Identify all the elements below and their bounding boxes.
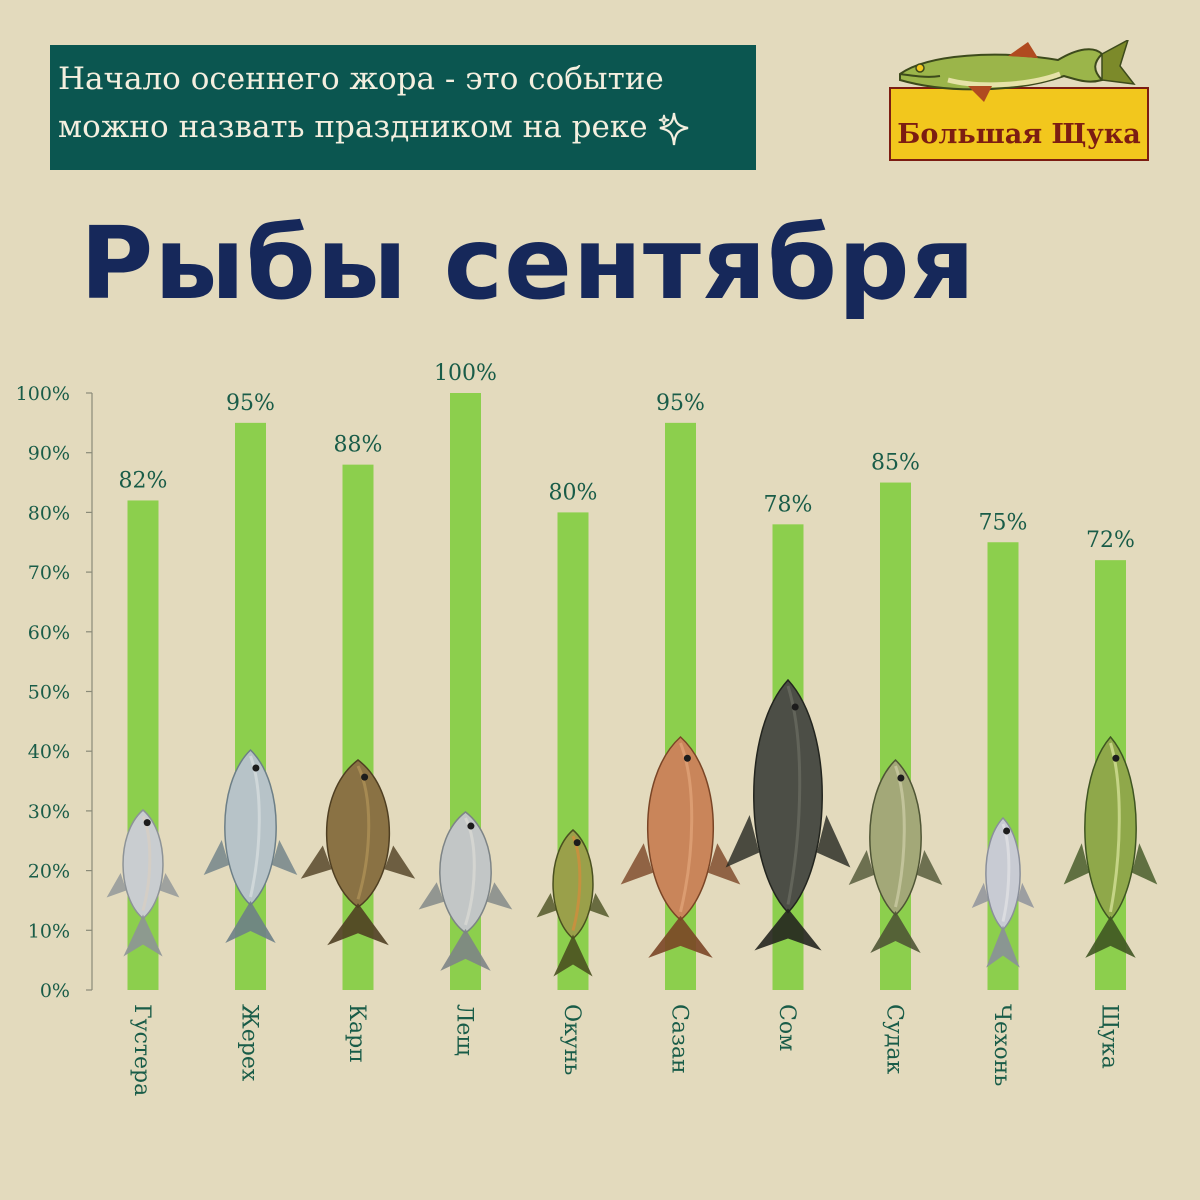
x-tick-label: Чехонь	[989, 1004, 1014, 1086]
data-label: 100%	[434, 361, 497, 386]
fish-icon	[848, 758, 943, 953]
pike-icon	[899, 40, 1136, 102]
fish-illustrations	[106, 678, 1158, 977]
fish-icon	[1063, 735, 1158, 958]
x-tick-label: Судак	[882, 1004, 907, 1074]
y-tick-label: 30%	[28, 801, 70, 823]
fish-icon	[106, 809, 180, 957]
y-tick-label: 100%	[16, 383, 70, 405]
y-tick-label: 80%	[28, 502, 70, 524]
y-tick-label: 10%	[28, 920, 70, 942]
x-tick-label: Щука	[1097, 1004, 1122, 1069]
x-tick-label: Карп	[344, 1004, 369, 1063]
data-label: 95%	[226, 391, 275, 416]
y-tick-label: 20%	[28, 861, 70, 883]
data-labels: 82% 95% 88% 100% 80% 95% 78% 85% 75% 72%	[119, 361, 1135, 553]
fish-icon	[725, 678, 851, 951]
y-tick-label: 70%	[28, 562, 70, 584]
y-tick-label: 60%	[28, 622, 70, 644]
banner-line-2: можно назвать праздником на реке	[58, 109, 648, 145]
data-label: 75%	[979, 510, 1028, 535]
logo-text: Большая Щука	[897, 119, 1141, 150]
x-tick-label: Сазан	[667, 1004, 692, 1074]
fish-icon	[203, 748, 298, 943]
page-title: Рыбы сентября	[80, 205, 976, 322]
fish-icon	[536, 829, 610, 977]
data-label: 95%	[656, 391, 705, 416]
y-tick-label: 50%	[28, 682, 70, 704]
info-banner: Начало осеннего жора - это событие можно…	[50, 45, 756, 170]
x-tick-label: Жерех	[237, 1004, 262, 1082]
banner-line-1: Начало осеннего жора - это событие	[58, 61, 664, 97]
data-label: 88%	[334, 433, 383, 458]
x-axis-labels: Густера Жерех Карп Лещ Окунь Сазан Сом Судак Чех…	[129, 1004, 1122, 1096]
y-tick-label: 0%	[40, 980, 70, 1002]
data-label: 72%	[1086, 528, 1135, 553]
y-tick-label: 40%	[28, 741, 70, 763]
x-tick-label: Окунь	[559, 1004, 584, 1075]
fish-icon	[971, 816, 1035, 968]
y-axis: 0% 10% 20% 30% 40% 50% 60% 70% 80% 90% 100%	[16, 383, 93, 1002]
data-label: 85%	[871, 451, 920, 476]
logo: Большая Щука	[889, 40, 1149, 161]
y-tick-label: 90%	[28, 443, 70, 465]
x-tick-label: Лещ	[452, 1004, 477, 1056]
x-tick-label: Сом	[774, 1004, 799, 1051]
sparkle-icon	[658, 112, 688, 145]
fish-icon	[300, 759, 416, 946]
fish-icon	[620, 735, 741, 958]
data-label: 78%	[764, 492, 813, 517]
fish-icon	[418, 811, 513, 971]
data-label: 82%	[119, 468, 168, 493]
x-tick-label: Густера	[129, 1004, 154, 1096]
data-label: 80%	[549, 480, 598, 505]
